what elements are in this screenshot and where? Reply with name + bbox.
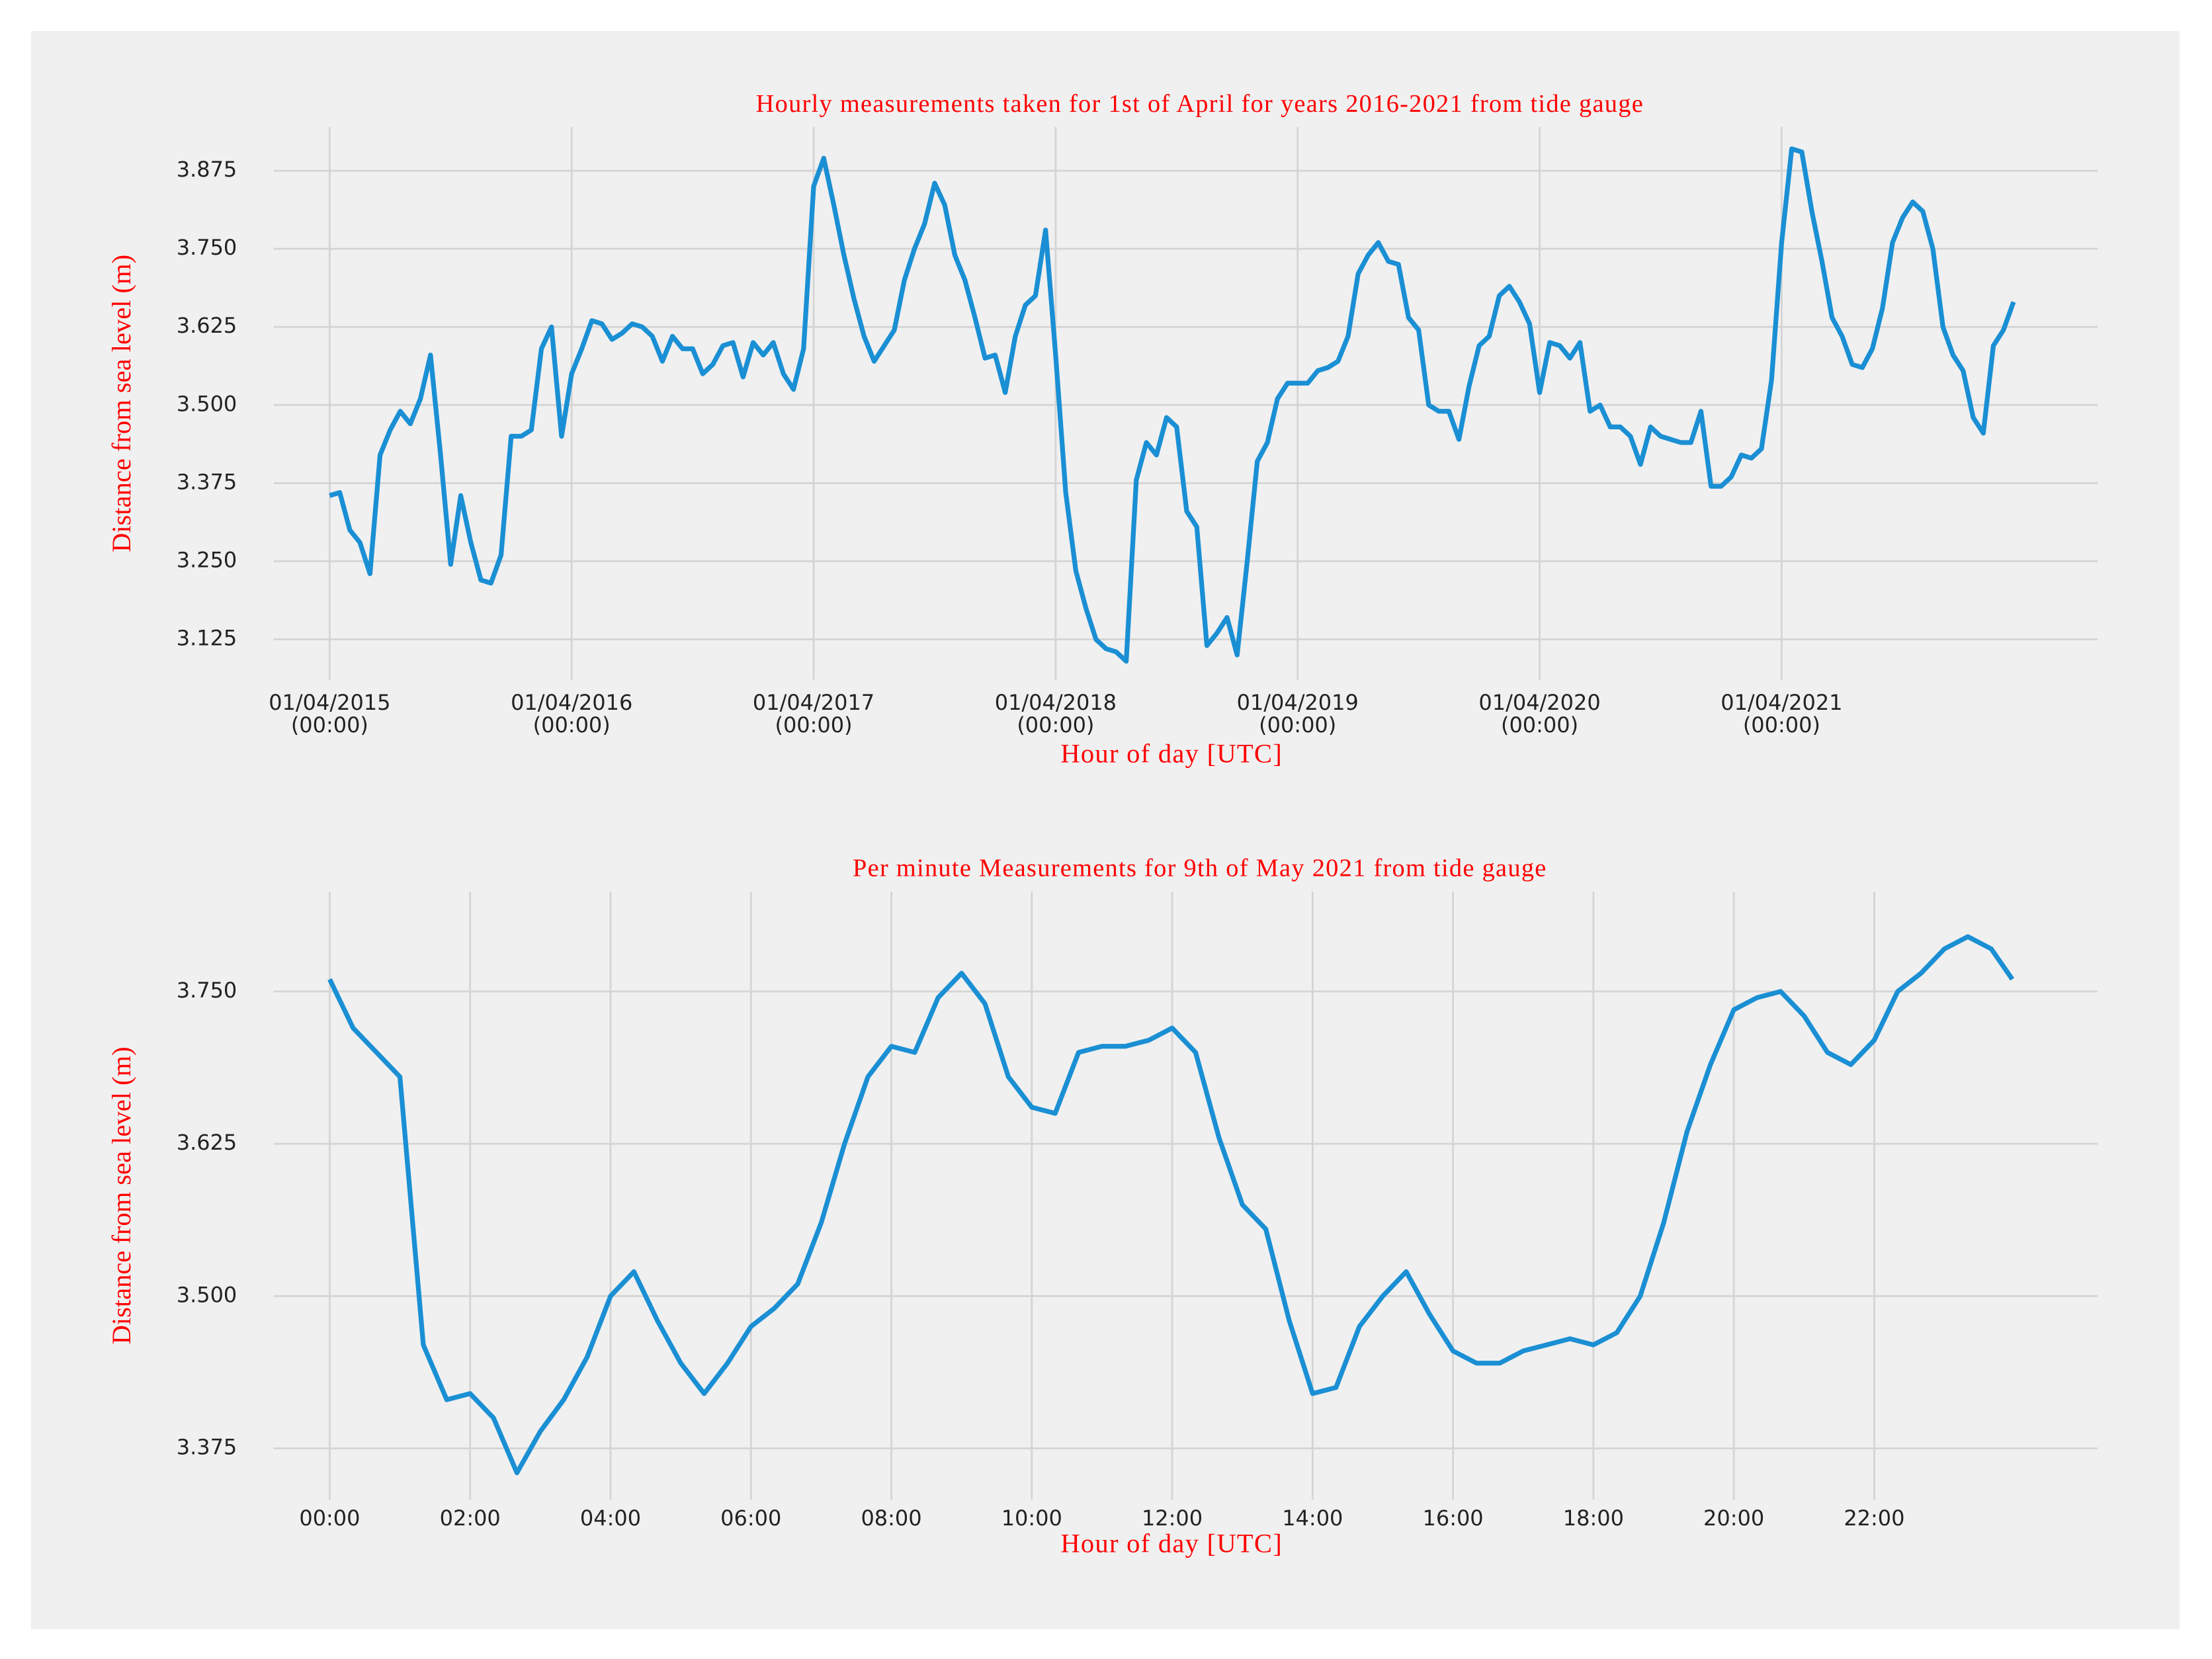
x-tick-label: 08:00 <box>861 1506 921 1531</box>
y-tick-label: 3.875 <box>177 157 237 182</box>
y-tick-label: 3.625 <box>177 1130 237 1155</box>
y-tick-label: 3.500 <box>177 391 237 416</box>
chart-title: Hourly measurements taken for 1st of Apr… <box>756 90 1644 118</box>
x-tick-label: 12:00 <box>1142 1506 1203 1531</box>
x-tick-label: 01/04/2021 (00:00) <box>1721 690 1842 738</box>
x-axis-label: Hour of day [UTC] <box>1060 738 1283 768</box>
y-axis-label: Distance from sea level (m) <box>106 1046 136 1344</box>
x-tick-label: 14:00 <box>1282 1506 1343 1531</box>
y-tick-label: 3.125 <box>177 626 237 651</box>
panel-background <box>30 30 2180 1630</box>
y-tick-label: 3.375 <box>177 1435 237 1460</box>
x-tick-label: 04:00 <box>580 1506 641 1531</box>
x-tick-label: 22:00 <box>1844 1506 1904 1531</box>
y-tick-label: 3.250 <box>177 547 237 572</box>
data-line <box>327 934 2015 1476</box>
x-tick-label: 06:00 <box>720 1506 781 1531</box>
x-tick-label: 20:00 <box>1703 1506 1764 1531</box>
y-tick-label: 3.500 <box>177 1282 237 1307</box>
y-tick-label: 3.750 <box>177 235 237 260</box>
x-tick-label: 18:00 <box>1563 1506 1624 1531</box>
y-axis-label: Distance from sea level (m) <box>106 255 136 552</box>
x-tick-label: 01/04/2019 (00:00) <box>1237 690 1359 738</box>
x-tick-label: 02:00 <box>440 1506 501 1531</box>
x-tick-label: 01/04/2017 (00:00) <box>753 690 874 738</box>
x-tick-label: 01/04/2015 (00:00) <box>269 690 390 738</box>
chart-title: Per minute Measurements for 9th of May 2… <box>853 855 1547 882</box>
x-tick-label: 01/04/2018 (00:00) <box>995 690 1117 738</box>
x-tick-label: 10:00 <box>1001 1506 1062 1531</box>
x-tick-label: 16:00 <box>1423 1506 1484 1531</box>
data-line <box>329 146 2016 664</box>
x-tick-label: 01/04/2016 (00:00) <box>511 690 632 738</box>
y-tick-label: 3.625 <box>177 313 237 338</box>
x-tick-label: 00:00 <box>299 1506 360 1531</box>
x-tick-label: 01/04/2020 (00:00) <box>1478 690 1600 738</box>
y-tick-label: 3.750 <box>177 978 237 1003</box>
y-tick-label: 3.375 <box>177 469 237 494</box>
x-axis-label: Hour of day [UTC] <box>1060 1529 1283 1558</box>
